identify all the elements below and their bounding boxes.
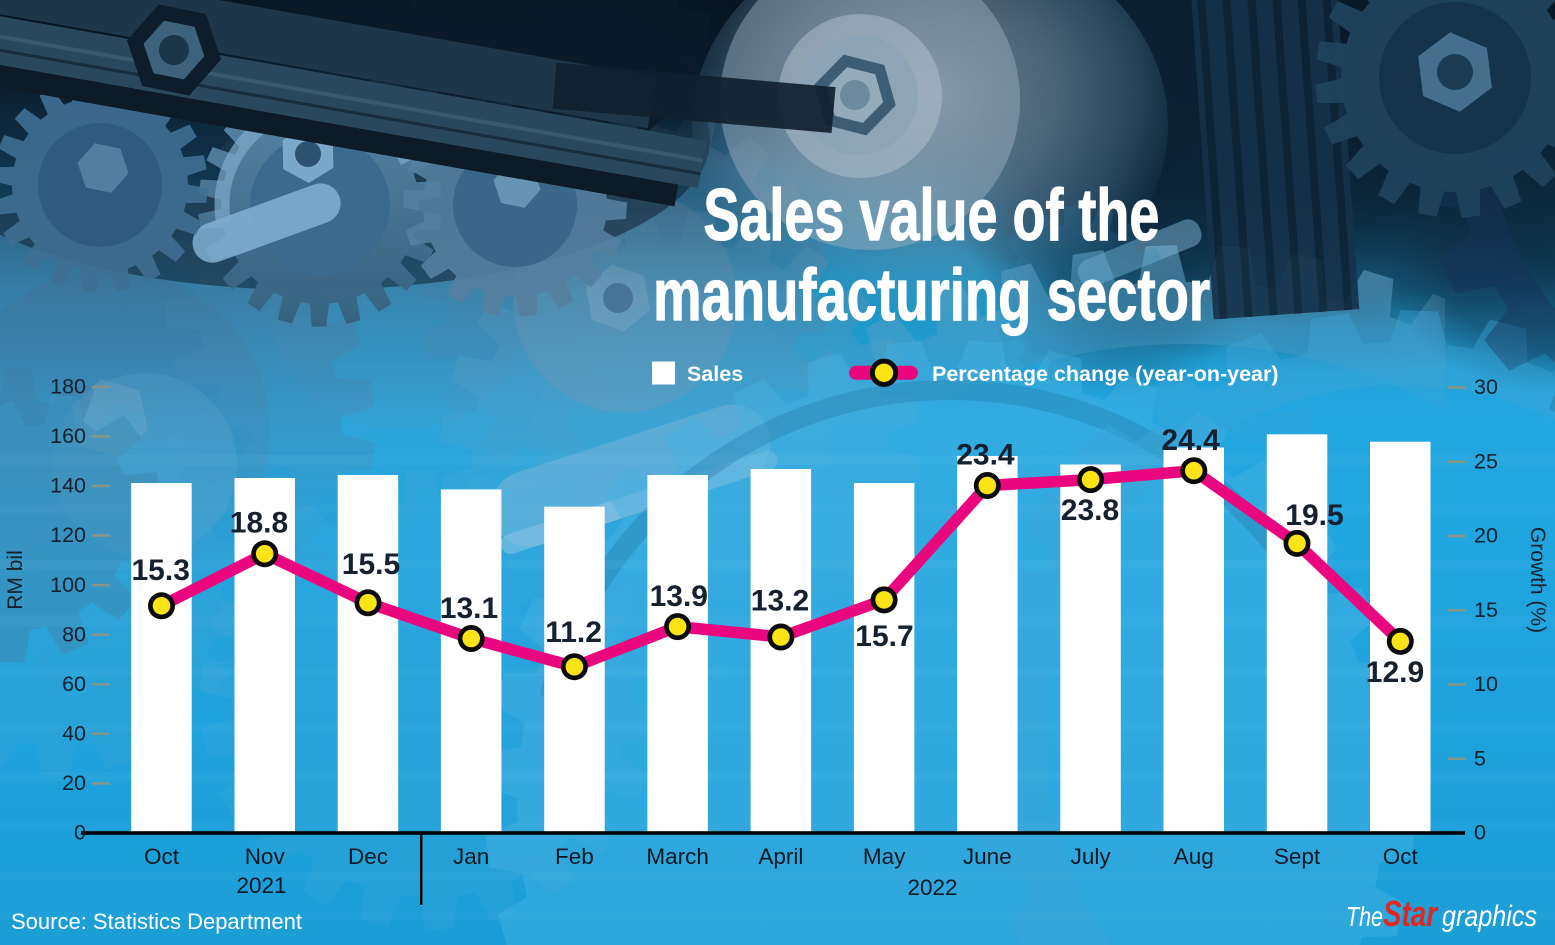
svg-text:160: 160 [50,424,86,448]
svg-text:120: 120 [50,523,86,547]
svg-text:13.1: 13.1 [440,592,498,625]
svg-text:Feb: Feb [555,844,594,869]
svg-text:2021: 2021 [236,873,286,898]
svg-text:60: 60 [62,672,86,696]
svg-text:140: 140 [50,474,86,498]
svg-text:180: 180 [50,375,86,399]
svg-text:12.9: 12.9 [1366,656,1424,689]
svg-text:20: 20 [1474,524,1498,548]
svg-text:18.8: 18.8 [230,506,288,539]
svg-text:24.4: 24.4 [1161,424,1220,457]
svg-text:The: The [1346,901,1383,932]
svg-text:80: 80 [62,622,86,646]
svg-text:Nov: Nov [245,844,286,869]
svg-text:25: 25 [1474,450,1498,474]
svg-text:23.8: 23.8 [1061,494,1119,527]
svg-text:30: 30 [1474,375,1498,399]
svg-text:19.5: 19.5 [1285,499,1343,532]
svg-text:Oct: Oct [1383,844,1419,869]
svg-text:20: 20 [62,771,86,795]
svg-text:Star: Star [1383,893,1439,934]
svg-text:2022: 2022 [907,875,957,900]
svg-text:Oct: Oct [144,844,180,869]
svg-text:RM bil: RM bil [4,550,27,610]
svg-text:Jan: Jan [453,844,489,869]
svg-text:0: 0 [1474,821,1486,845]
svg-text:10: 10 [1474,672,1498,696]
svg-text:June: June [963,844,1012,869]
svg-text:100: 100 [50,573,86,597]
svg-text:5: 5 [1474,747,1486,771]
svg-text:Growth (%): Growth (%) [1526,527,1549,633]
svg-text:Sales value of the: Sales value of the [703,175,1159,256]
svg-text:March: March [646,844,709,869]
svg-text:April: April [758,844,803,869]
svg-text:13.9: 13.9 [650,580,708,613]
svg-text:May: May [863,844,906,869]
svg-text:11.2: 11.2 [545,616,602,649]
svg-text:15: 15 [1474,598,1498,622]
svg-text:23.4: 23.4 [956,439,1015,472]
svg-text:Source: Statistics Department: Source: Statistics Department [11,909,302,934]
svg-text:Aug: Aug [1174,844,1214,869]
svg-text:0: 0 [74,821,86,845]
svg-text:15.3: 15.3 [132,554,190,587]
svg-text:July: July [1071,844,1112,869]
svg-text:13.2: 13.2 [751,585,809,618]
svg-text:Dec: Dec [348,844,388,869]
svg-text:Percentage change (year-on-yea: Percentage change (year-on-year) [932,362,1279,386]
svg-text:40: 40 [62,722,86,746]
svg-text:15.5: 15.5 [342,548,400,581]
svg-text:manufacturing sector: manufacturing sector [653,255,1210,336]
svg-text:graphics: graphics [1442,900,1537,933]
svg-text:15.7: 15.7 [855,620,913,653]
svg-text:Sept: Sept [1274,844,1321,869]
svg-text:Sales: Sales [687,362,743,386]
